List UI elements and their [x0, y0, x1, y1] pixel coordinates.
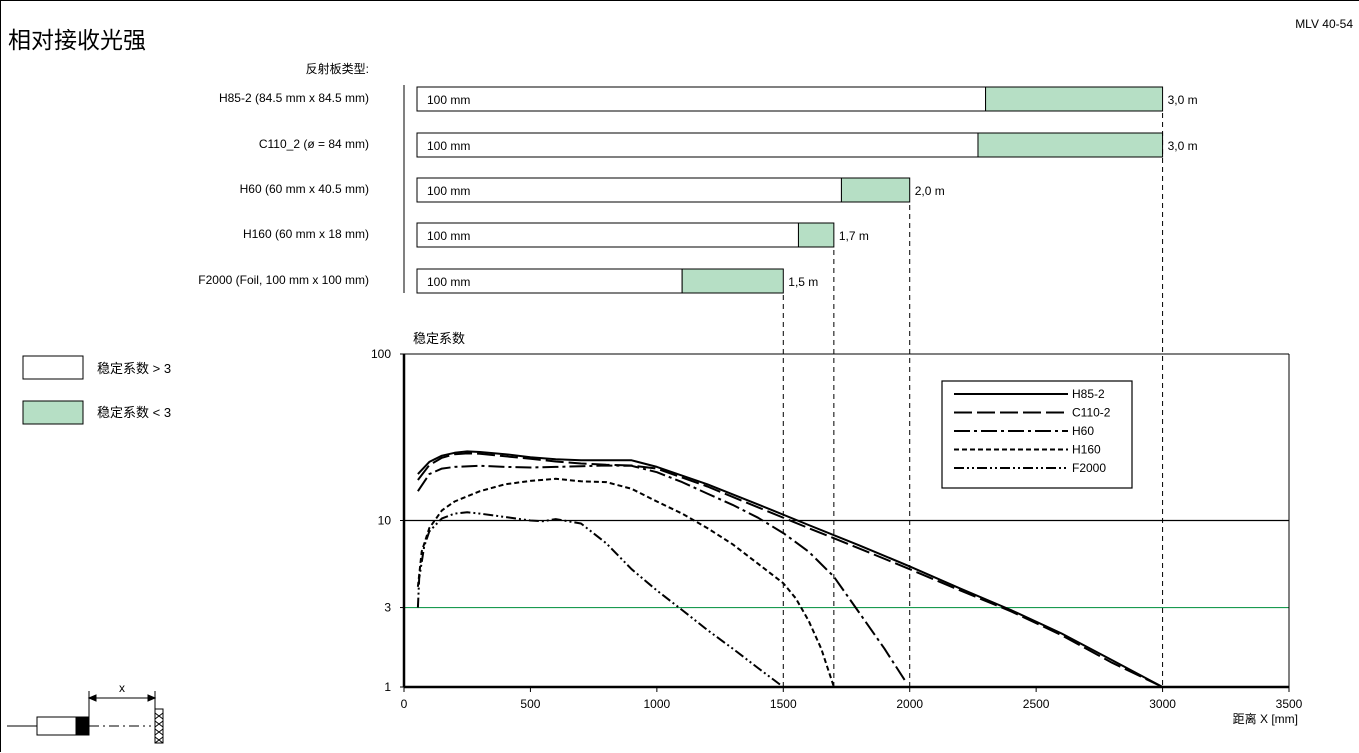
reflector-name: C110_2 (ø = 84 mm) — [259, 137, 369, 151]
y-tick-label: 3 — [384, 601, 391, 615]
x-tick-label: 500 — [520, 697, 540, 711]
x-tick-label: 1500 — [770, 697, 797, 711]
distance-x-label: x — [119, 681, 125, 695]
reflector-type-heading: 反射板类型: — [306, 61, 369, 76]
bar-start-label: 100 mm — [427, 139, 470, 153]
bar-segment-stable-low — [977, 132, 1164, 158]
bar-segment-stable-high — [416, 132, 979, 158]
bar-segment-stable-high — [416, 177, 842, 203]
reflector-name: H85-2 (84.5 mm x 84.5 mm) — [219, 91, 369, 105]
legend-box-stable-low — [22, 400, 84, 425]
bar-range-label: 2,0 m — [915, 184, 945, 198]
bar-range-label: 3,0 m — [1168, 93, 1198, 107]
x-tick-label: 2000 — [896, 697, 923, 711]
reflector-name: H160 (60 mm x 18 mm) — [243, 227, 369, 241]
series-line-h160 — [416, 477, 835, 688]
bar-segment-stable-high — [416, 86, 987, 112]
legend-box-stable-high — [22, 355, 84, 380]
bar-segment-stable-high — [416, 268, 683, 294]
bar-range-label: 1,7 m — [839, 229, 869, 243]
reflector-bars: 反射板类型: H85-2 (84.5 mm x 84.5 mm) 100 mm 3,0… — [198, 61, 1198, 294]
legend-label-stable-high: 稳定系数 > 3 — [97, 361, 171, 376]
x-axis-label: 距离 X [mm] — [1233, 711, 1298, 726]
x-tick-label: 1000 — [644, 697, 671, 711]
legend-label-c110-2: C110-2 — [1072, 406, 1111, 420]
bar-segment-stable-high — [416, 222, 799, 248]
bar-start-label: 100 mm — [427, 93, 470, 107]
bar-segment-stable-low — [797, 222, 835, 248]
y-axis-label: 稳定系数 — [413, 331, 465, 346]
bar-start-label: 100 mm — [427, 229, 470, 243]
y-tick-label: 100 — [371, 347, 391, 361]
bar-range-label: 3,0 m — [1168, 139, 1198, 153]
series-line-h60 — [417, 464, 906, 681]
legend-label-f2000: F2000 — [1072, 461, 1106, 475]
y-tick-label: 1 — [384, 680, 391, 694]
series-line-f2000 — [416, 511, 784, 688]
stability-legend: 稳定系数 > 3 稳定系数 < 3 — [22, 355, 171, 425]
bar-range-label: 1,5 m — [788, 275, 818, 289]
reflector-name: H60 (60 mm x 40.5 mm) — [240, 182, 369, 196]
x-tick-label: 3500 — [1276, 697, 1303, 711]
bar-segment-stable-low — [681, 268, 784, 294]
bar-start-label: 100 mm — [427, 184, 470, 198]
series-legend — [941, 380, 1133, 489]
sensor-diagram: x — [7, 681, 164, 744]
bar-segment-stable-low — [985, 86, 1164, 112]
bar-start-label: 100 mm — [427, 275, 470, 289]
reflector-name: F2000 (Foil, 100 mm x 100 mm) — [198, 273, 369, 287]
page-title: 相对接收光强 — [8, 28, 146, 54]
x-tick-label: 0 — [401, 697, 408, 711]
model-label: MLV 40-54 — [1295, 17, 1353, 31]
legend-label-h60: H60 — [1072, 424, 1094, 438]
legend-label-h85-2: H85-2 — [1072, 387, 1105, 401]
x-tick-label: 2500 — [1023, 697, 1050, 711]
legend-label-h160: H160 — [1072, 443, 1101, 457]
x-tick-label: 3000 — [1149, 697, 1176, 711]
y-tick-label: 10 — [378, 514, 392, 528]
bar-segment-stable-low — [840, 177, 911, 203]
legend-label-stable-low: 稳定系数 < 3 — [97, 405, 171, 420]
series-line-h85-2 — [417, 450, 1164, 688]
